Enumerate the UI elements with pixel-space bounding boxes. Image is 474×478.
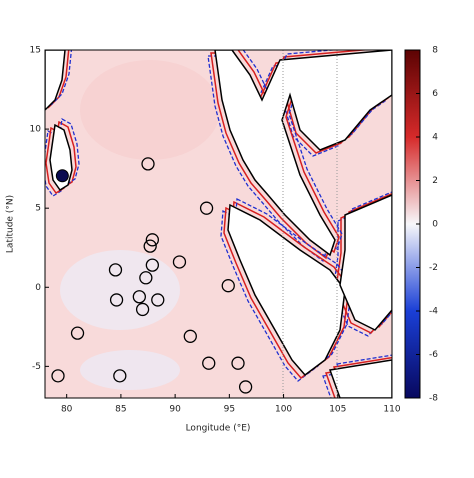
station (151, 293, 165, 307)
colorbar-tick-label: 2 (432, 176, 438, 186)
station (141, 157, 155, 171)
station (139, 271, 153, 285)
x-axis-label: Longitude (°E) (186, 424, 251, 434)
x-tick-label: 105 (329, 405, 346, 415)
y-tick-label: 10 (30, 125, 42, 135)
colorbar-tick-label: 4 (432, 133, 438, 143)
station (51, 369, 65, 383)
y-tick-label: -5 (32, 362, 41, 372)
colorbar-tick-label: 8 (432, 46, 438, 56)
x-tick-label: 85 (115, 405, 126, 415)
highlight-station (55, 169, 69, 183)
y-tick-label: 15 (30, 46, 41, 56)
station (202, 356, 216, 370)
station (113, 369, 127, 383)
x-tick-label: 100 (275, 405, 292, 415)
station (108, 263, 123, 277)
station (172, 255, 187, 269)
station (199, 201, 214, 215)
y-axis-label: Latitude (°N) (6, 195, 16, 253)
y-tick-label: 0 (35, 283, 41, 293)
plot-frame (44, 49, 393, 399)
colorbar-tick-label: 6 (432, 89, 438, 99)
station (143, 239, 157, 253)
colorbar-tick-label: 0 (432, 220, 438, 230)
colorbar-tick-label: -4 (429, 307, 438, 317)
station (231, 356, 245, 370)
field (45, 50, 392, 398)
station (145, 233, 160, 247)
y-tick-label: 5 (35, 204, 41, 214)
x-tick-label: 95 (224, 405, 235, 415)
x-tick-label: 80 (61, 405, 73, 415)
station (70, 326, 85, 340)
colorbar-tick-label: -2 (429, 263, 438, 273)
station (221, 279, 235, 293)
station (132, 290, 146, 304)
station (135, 302, 150, 317)
station (238, 380, 253, 394)
x-tick-label: 110 (383, 405, 400, 415)
x-tick-label: 90 (169, 405, 181, 415)
station (109, 293, 124, 307)
colorbar-tick-label: -6 (429, 350, 438, 360)
station (183, 329, 197, 343)
colorbar-tick-label: -8 (429, 394, 438, 404)
station (145, 258, 160, 272)
